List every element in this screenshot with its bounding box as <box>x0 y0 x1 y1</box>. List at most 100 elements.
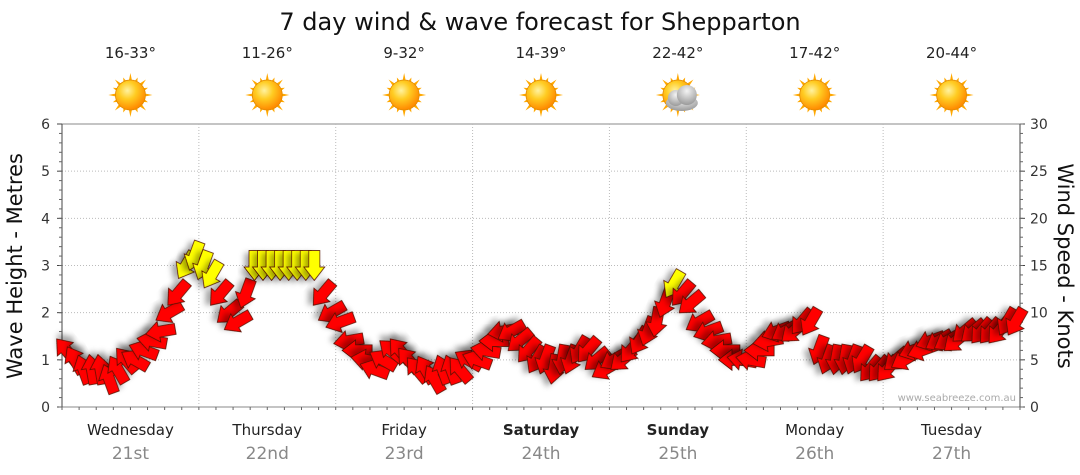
sun-icon <box>519 73 563 117</box>
wind-arrow-shape <box>678 288 707 314</box>
left-tick-label: 4 <box>41 211 50 227</box>
sun-ray <box>539 73 543 82</box>
sun-disc <box>799 79 831 111</box>
right-tick-label: 10 <box>1030 306 1048 322</box>
day-name-label: Tuesday <box>920 421 982 439</box>
wind-arrow-shape <box>144 320 177 343</box>
sun-disc <box>936 79 967 111</box>
wind-arrow <box>672 278 697 306</box>
sun-ray <box>418 93 427 97</box>
wind-arrow-shape <box>469 339 502 362</box>
date-label: 26th <box>795 444 834 464</box>
wind-arrow-shape <box>735 348 767 371</box>
sun-ray <box>382 93 391 97</box>
wind-arrow <box>469 339 502 362</box>
day-labels: Wednesday 21st Thursday 22nd Friday 23rd Satur… <box>87 421 982 464</box>
wind-arrow-shape <box>518 334 543 363</box>
sun-ray <box>676 108 680 117</box>
temperature-range: 9-32° <box>383 44 425 62</box>
wind-arrow-shape <box>325 311 357 334</box>
wind-arrow <box>462 348 494 371</box>
cloud-shape <box>665 85 698 111</box>
sun-icon <box>929 73 974 117</box>
wind-arrow <box>303 250 326 282</box>
wind-arrow <box>136 329 168 352</box>
wind-arrow <box>223 309 254 333</box>
wind-arrow <box>210 278 235 306</box>
date-label: 27th <box>932 444 971 464</box>
wind-arrow-shape <box>210 278 235 306</box>
wind-arrow-shape <box>121 349 151 373</box>
right-tick-label: 30 <box>1030 117 1048 133</box>
day-name-label: Saturday <box>503 421 580 439</box>
sun-ray <box>128 73 133 82</box>
day-name-label: Wednesday <box>87 421 174 439</box>
sun-ray <box>108 93 117 97</box>
left-tick-label: 0 <box>41 400 50 416</box>
sun-ray <box>128 108 133 117</box>
right-axis-title: Wind Speed - Knots <box>1053 163 1077 368</box>
sun-ray <box>949 108 954 117</box>
right-tick-label: 25 <box>1030 164 1048 180</box>
sun-icon <box>792 73 837 117</box>
wind-arrow <box>167 278 192 306</box>
wind-arrow <box>312 278 338 306</box>
sun-icon <box>108 73 153 117</box>
chart-title: 7 day wind & wave forecast for Shepparto… <box>279 8 800 36</box>
sun-ray <box>144 93 153 97</box>
right-tick-label: 5 <box>1030 353 1039 369</box>
wind-arrow-shape <box>312 278 338 306</box>
day-name-label: Monday <box>785 421 844 439</box>
cloud-part <box>676 85 697 105</box>
date-label: 23rd <box>385 444 424 464</box>
day-name-label: Thursday <box>231 421 302 439</box>
sun-ray <box>265 108 269 117</box>
sun-ray <box>402 108 406 117</box>
wind-arrow <box>201 258 225 289</box>
sun-icon <box>382 73 427 117</box>
left-tick-label: 3 <box>41 259 50 275</box>
wind-arrow-shape <box>128 339 160 362</box>
wind-arrow <box>144 320 177 343</box>
wind-arrow <box>121 349 151 373</box>
date-label: 25th <box>658 444 697 464</box>
sun-ray <box>402 73 406 82</box>
wind-arrow <box>800 305 824 336</box>
right-tick-label: 15 <box>1030 259 1048 275</box>
wind-arrow <box>128 339 160 362</box>
sun-ray <box>813 73 817 82</box>
sun-ray <box>539 108 543 117</box>
wind-arrow <box>735 348 767 371</box>
wind-arrow-shape <box>136 329 168 352</box>
day-name-label: Sunday <box>647 421 710 439</box>
day-name-label: Friday <box>381 421 427 439</box>
sun-ray <box>676 73 680 82</box>
sun-ray <box>519 93 528 97</box>
wind-arrow-shape <box>1005 305 1029 336</box>
date-label: 21st <box>112 444 149 464</box>
sun-ray <box>281 93 290 97</box>
temperature-range: 17-42° <box>789 44 840 62</box>
temperature-range: 14-39° <box>515 44 566 62</box>
wind-speed-axis: 0 5 10 15 20 25 30 <box>1019 117 1048 416</box>
left-tick-label: 2 <box>41 306 50 322</box>
wind-arrow <box>518 334 543 363</box>
sun-disc <box>251 79 283 111</box>
daily-summary-row: 16-33° 11-26° 9-32° 14-39° 22-42° 17-42° 20-44… <box>105 44 977 117</box>
wind-arrow <box>507 326 536 352</box>
right-tick-label: 0 <box>1030 400 1039 416</box>
temperature-range: 22-42° <box>652 44 703 62</box>
wind-arrow-shape <box>223 309 254 333</box>
wind-arrow <box>577 334 603 363</box>
wind-arrow-shape <box>577 334 603 363</box>
left-tick-label: 1 <box>41 353 50 369</box>
sun-ray <box>655 93 664 97</box>
temperature-range: 11-26° <box>242 44 293 62</box>
sun-ray <box>929 93 938 97</box>
sun-ray <box>828 93 837 97</box>
wind-arrow-shape <box>234 277 257 309</box>
wind-arrow <box>325 311 357 334</box>
wind-arrow <box>1005 305 1029 336</box>
date-label: 22nd <box>246 444 289 464</box>
